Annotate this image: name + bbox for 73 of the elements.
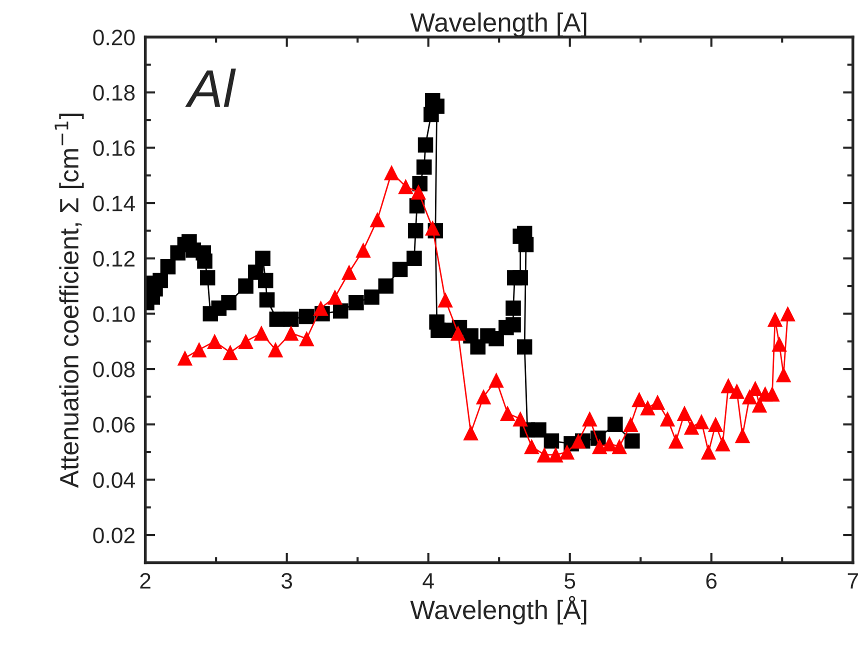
x-axis-title: Wavelength [Å] — [410, 596, 586, 625]
point — [398, 178, 414, 194]
point — [450, 325, 466, 341]
y-tick-label: 0.04 — [93, 472, 135, 488]
y-tick-label: 0.16 — [93, 140, 135, 156]
point — [283, 325, 299, 341]
point — [612, 438, 628, 454]
point — [177, 350, 193, 366]
point — [772, 336, 787, 352]
point — [592, 438, 608, 454]
x-tick-label: 5 — [564, 573, 576, 589]
y-tick-label: 0.14 — [93, 196, 135, 212]
point — [729, 384, 744, 399]
point — [488, 372, 504, 388]
point — [463, 425, 478, 440]
y-tick-label: 0.18 — [93, 84, 135, 101]
point — [410, 184, 426, 200]
x-tick-label: 2 — [140, 573, 150, 589]
point — [632, 392, 647, 408]
point — [570, 433, 586, 449]
point — [327, 289, 343, 305]
point — [299, 330, 314, 346]
point — [207, 334, 222, 350]
point — [582, 411, 598, 426]
point — [715, 436, 730, 452]
y-tick-label: 0.06 — [93, 416, 135, 433]
point — [356, 242, 371, 258]
point — [268, 342, 284, 358]
point — [191, 342, 207, 358]
chart-title: Wavelength [A] — [410, 12, 586, 38]
point — [476, 389, 492, 404]
point — [660, 411, 676, 426]
point — [764, 386, 780, 402]
y-tick-label: 0.20 — [93, 30, 135, 46]
point — [720, 378, 736, 394]
point — [700, 444, 716, 460]
x-tick-label: 7 — [848, 573, 858, 589]
point — [341, 264, 357, 280]
point — [238, 334, 254, 350]
point — [222, 344, 238, 360]
x-tick-label: 6 — [706, 573, 717, 589]
point — [512, 411, 528, 426]
point — [254, 325, 269, 341]
y-tick-label: 0.08 — [93, 362, 135, 378]
y-tick-label: 0.12 — [93, 250, 134, 267]
x-tick-label: 3 — [282, 573, 292, 589]
point — [640, 400, 656, 416]
x-tick-label: 4 — [422, 573, 434, 589]
point — [668, 433, 684, 449]
annotation: Al — [185, 68, 236, 107]
point — [780, 306, 796, 322]
point — [424, 220, 440, 236]
point — [559, 444, 575, 460]
point — [313, 300, 328, 316]
point — [776, 366, 792, 382]
point — [684, 420, 700, 435]
y-tick-label: 0.10 — [93, 306, 135, 322]
point — [500, 406, 516, 421]
y-axis-title: Attenuation coefficient, Σ [cm$^{−1}$] — [54, 114, 84, 488]
point — [623, 416, 638, 432]
point — [676, 406, 692, 421]
point — [370, 212, 386, 228]
point — [734, 428, 750, 444]
y-tick-label: 0.02 — [93, 528, 134, 544]
point — [384, 164, 400, 180]
point — [694, 414, 710, 430]
point — [602, 436, 618, 452]
point — [438, 292, 453, 308]
point — [708, 416, 724, 432]
point — [524, 438, 540, 454]
point — [650, 394, 666, 410]
point — [548, 447, 564, 462]
point — [767, 312, 783, 327]
